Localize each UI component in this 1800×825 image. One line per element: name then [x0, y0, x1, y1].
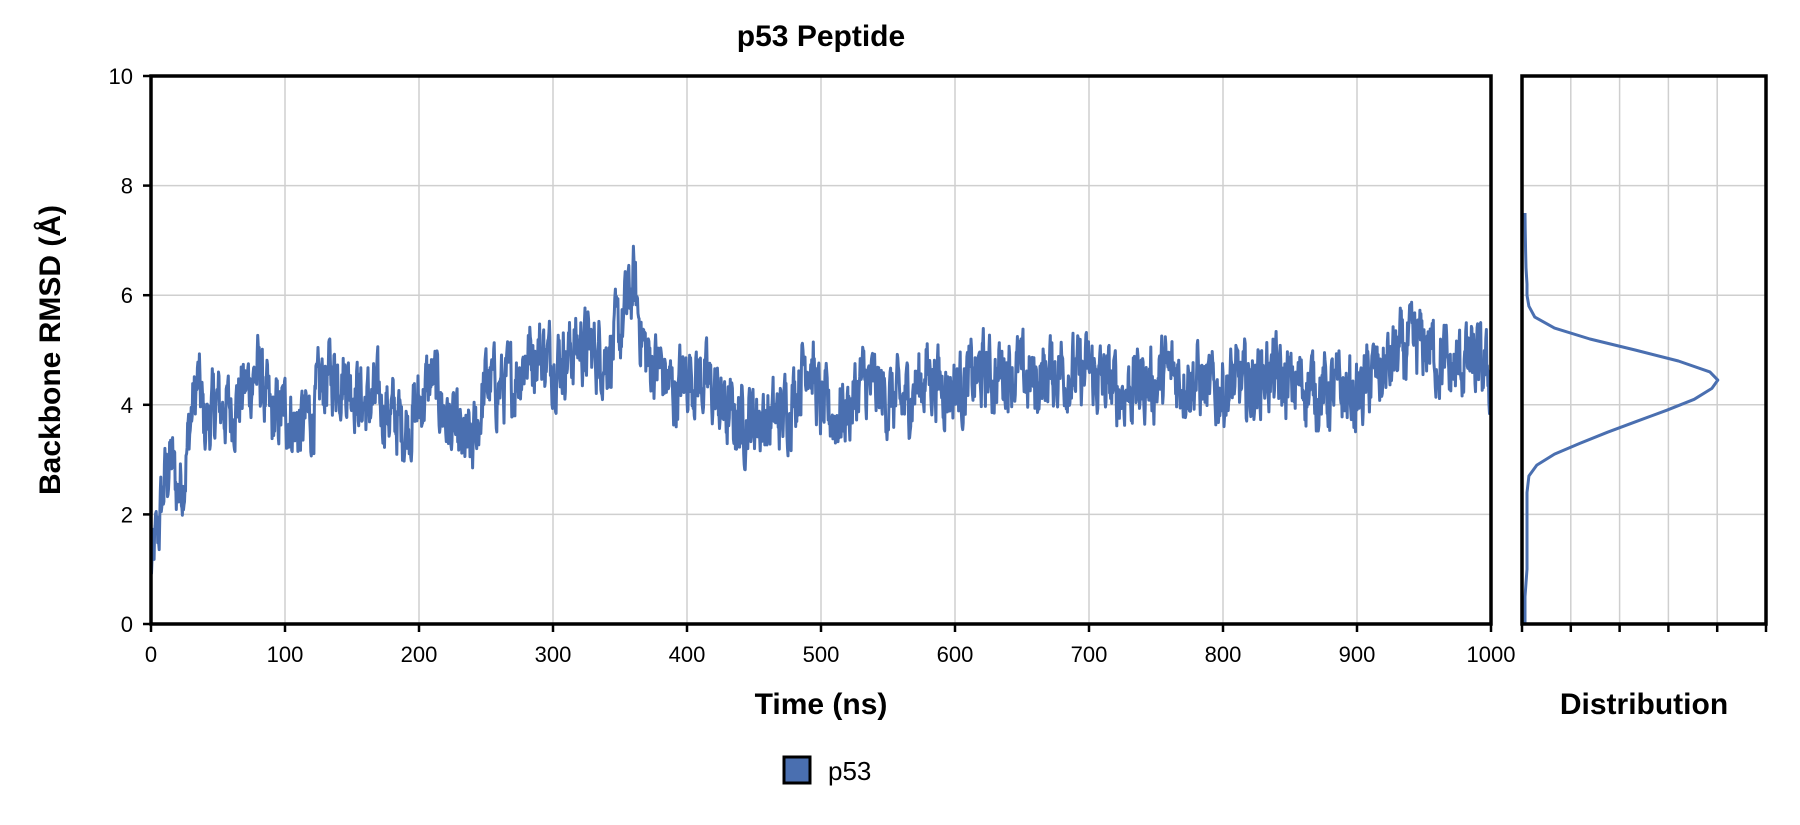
y-tick-label: 4	[121, 393, 133, 418]
x-tick-label: 0	[145, 642, 157, 667]
legend-label: p53	[828, 756, 871, 786]
p53-rmsd-line	[149, 244, 1493, 575]
x-tick-label: 300	[535, 642, 572, 667]
y-tick-label: 0	[121, 612, 133, 637]
distribution-axis-ticks	[1520, 624, 1768, 632]
x-tick-label: 400	[669, 642, 706, 667]
x-tick-label: 700	[1071, 642, 1108, 667]
distribution-curve	[1523, 212, 1720, 624]
y-axis-ticks: 0 2 4 6 8 10	[109, 64, 151, 637]
y-tick-label: 8	[121, 174, 133, 199]
x-tick-label: 200	[401, 642, 438, 667]
distribution-plot-frame	[1520, 74, 1768, 626]
main-plot-grid	[151, 76, 1491, 624]
x-tick-label: 600	[937, 642, 974, 667]
x-tick-label: 800	[1205, 642, 1242, 667]
legend-swatch	[782, 755, 812, 785]
legend: p53	[782, 755, 871, 786]
x-axis-title: Time (ns)	[755, 688, 888, 721]
x-tick-label: 500	[803, 642, 840, 667]
x-tick-label: 1000	[1467, 642, 1516, 667]
y-tick-label: 10	[109, 64, 133, 89]
distribution-axis-title: Distribution	[1560, 688, 1728, 721]
y-tick-label: 6	[121, 283, 133, 308]
x-tick-label: 100	[267, 642, 304, 667]
p53-rmsd-series	[149, 244, 1493, 575]
y-axis-title: Backbone RMSD (Å)	[34, 205, 67, 495]
x-axis-ticks: 0 100 200 300 400 500 600 700 800 900 1000	[145, 624, 1516, 667]
y-tick-label: 2	[121, 502, 133, 527]
x-tick-label: 900	[1339, 642, 1376, 667]
distribution-series	[1523, 212, 1720, 624]
distribution-grid	[1522, 76, 1766, 624]
chart-title: p53 Peptide	[737, 20, 905, 53]
